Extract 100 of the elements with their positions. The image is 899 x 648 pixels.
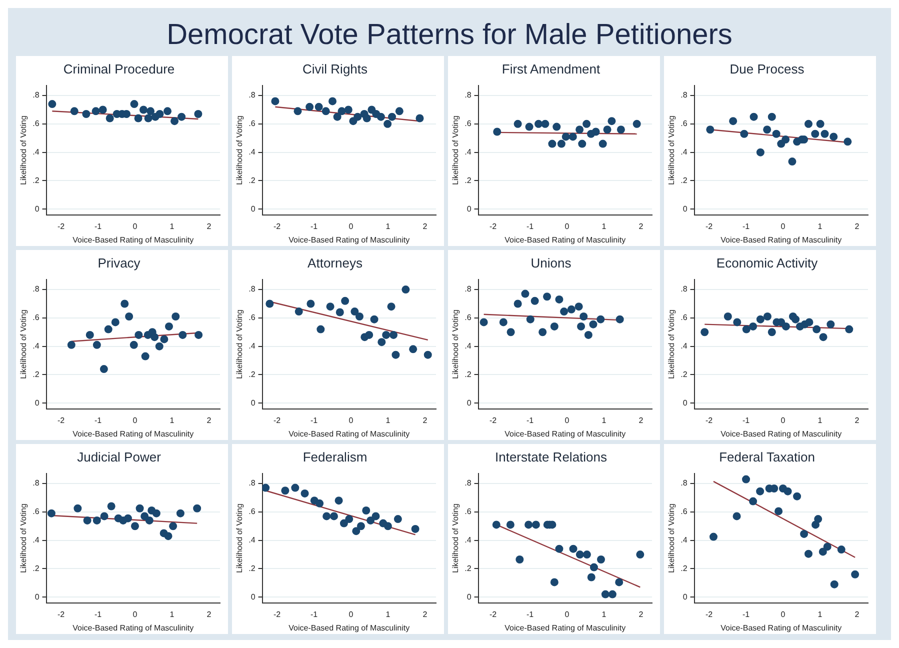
x-axis-title: Voice-Based Rating of Masculinity bbox=[288, 235, 410, 244]
y-tick-label: .6 bbox=[248, 313, 256, 322]
chart-subtitle: Federal Taxation bbox=[719, 449, 815, 464]
y-tick-label: .2 bbox=[32, 370, 40, 379]
x-tick-label: 0 bbox=[780, 416, 786, 425]
chart-subtitle: Criminal Procedure bbox=[63, 61, 175, 76]
y-axis-title: Likelihood of Voting bbox=[667, 504, 676, 573]
y-tick-label: .4 bbox=[464, 536, 472, 545]
x-tick-label: 1 bbox=[602, 222, 607, 231]
x-tick-label: -1 bbox=[94, 416, 102, 425]
y-tick-label: 0 bbox=[466, 398, 472, 408]
chart-subtitle: Civil Rights bbox=[302, 61, 368, 76]
y-tick-label: .6 bbox=[680, 119, 688, 128]
x-axis-title: Voice-Based Rating of Masculinity bbox=[504, 235, 626, 244]
x-tick-label: -2 bbox=[57, 416, 66, 425]
y-tick-label: 0 bbox=[682, 398, 688, 408]
x-tick-label: 2 bbox=[206, 610, 212, 619]
x-tick-label: 0 bbox=[564, 610, 570, 619]
y-tick-label: .2 bbox=[248, 564, 256, 573]
x-tick-label: -1 bbox=[742, 610, 750, 619]
x-axis-title: Voice-Based Rating of Masculinity bbox=[72, 235, 194, 244]
x-tick-label: 2 bbox=[422, 610, 428, 619]
x-tick-label: 0 bbox=[132, 610, 138, 619]
y-tick-label: .2 bbox=[464, 370, 472, 379]
y-axis-title: Likelihood of Voting bbox=[19, 116, 28, 185]
x-tick-label: 2 bbox=[206, 222, 212, 231]
x-tick-label: -2 bbox=[489, 222, 498, 231]
y-tick-label: .2 bbox=[248, 370, 256, 379]
y-tick-label: .4 bbox=[32, 148, 40, 157]
y-tick-label: .2 bbox=[248, 176, 256, 185]
y-tick-label: 0 bbox=[34, 204, 40, 214]
y-tick-label: .2 bbox=[32, 176, 40, 185]
x-axis-title: Voice-Based Rating of Masculinity bbox=[720, 235, 842, 244]
y-tick-label: 0 bbox=[466, 204, 472, 214]
y-axis-title: Likelihood of Voting bbox=[235, 116, 244, 185]
x-tick-label: 1 bbox=[602, 610, 607, 619]
y-tick-label: .8 bbox=[32, 284, 40, 294]
x-tick-label: 1 bbox=[818, 610, 823, 619]
y-tick-label: 0 bbox=[34, 592, 40, 602]
x-tick-label: 0 bbox=[132, 222, 138, 231]
chart-subtitle: Unions bbox=[530, 255, 572, 270]
y-axis-title: Likelihood of Voting bbox=[235, 310, 244, 379]
y-axis-title: Likelihood of Voting bbox=[451, 504, 460, 573]
y-tick-label: .4 bbox=[680, 342, 688, 351]
x-tick-label: 1 bbox=[818, 416, 823, 425]
x-tick-label: -2 bbox=[489, 610, 498, 619]
x-tick-label: 0 bbox=[348, 416, 354, 425]
x-tick-label: -1 bbox=[94, 610, 102, 619]
y-tick-label: 0 bbox=[682, 592, 688, 602]
x-axis-title: Voice-Based Rating of Masculinity bbox=[720, 623, 842, 632]
x-tick-label: 0 bbox=[564, 416, 570, 425]
y-tick-label: .6 bbox=[680, 313, 688, 322]
y-tick-label: .6 bbox=[464, 119, 472, 128]
x-tick-label: -2 bbox=[705, 416, 714, 425]
y-tick-label: .2 bbox=[464, 564, 472, 573]
x-tick-label: 2 bbox=[638, 610, 644, 619]
x-tick-label: 0 bbox=[780, 610, 786, 619]
x-tick-label: 0 bbox=[348, 610, 354, 619]
y-tick-label: .8 bbox=[464, 478, 472, 488]
y-axis-title: Likelihood of Voting bbox=[19, 504, 28, 573]
x-tick-label: 0 bbox=[564, 222, 570, 231]
y-tick-label: .6 bbox=[680, 507, 688, 516]
x-tick-label: 2 bbox=[854, 610, 860, 619]
x-tick-label: -1 bbox=[526, 416, 534, 425]
chart-subtitle: First Amendment bbox=[502, 61, 601, 76]
x-axis-title: Voice-Based Rating of Masculinity bbox=[72, 429, 194, 438]
x-tick-label: -1 bbox=[742, 222, 750, 231]
y-tick-label: .8 bbox=[464, 284, 472, 294]
y-tick-label: 0 bbox=[250, 204, 256, 214]
y-tick-label: .2 bbox=[32, 564, 40, 573]
y-tick-label: .2 bbox=[680, 370, 688, 379]
x-tick-label: -1 bbox=[526, 610, 534, 619]
y-tick-label: .8 bbox=[248, 284, 256, 294]
x-tick-label: -1 bbox=[310, 222, 318, 231]
chart-subtitle: Due Process bbox=[730, 61, 805, 76]
text: Democrat Vote Patterns for Male Petitioners bbox=[166, 18, 734, 53]
y-axis-title: Likelihood of Voting bbox=[235, 504, 244, 573]
x-tick-label: -1 bbox=[94, 222, 102, 231]
x-tick-label: 1 bbox=[818, 222, 823, 231]
y-tick-label: .6 bbox=[32, 119, 40, 128]
y-tick-label: 0 bbox=[466, 592, 472, 602]
x-tick-label: -1 bbox=[742, 416, 750, 425]
chart-subtitle: Federalism bbox=[302, 449, 368, 464]
y-tick-label: 0 bbox=[34, 398, 40, 408]
x-tick-label: 0 bbox=[132, 416, 138, 425]
x-tick-label: -1 bbox=[310, 610, 318, 619]
x-tick-label: 1 bbox=[386, 416, 391, 425]
y-tick-label: .6 bbox=[464, 507, 472, 516]
y-tick-label: .8 bbox=[248, 478, 256, 488]
x-axis-title: Voice-Based Rating of Masculinity bbox=[288, 623, 410, 632]
y-tick-label: .6 bbox=[464, 313, 472, 322]
y-axis-title: Likelihood of Voting bbox=[19, 310, 28, 379]
y-tick-label: .4 bbox=[680, 536, 688, 545]
x-tick-label: 1 bbox=[386, 222, 391, 231]
y-axis-title: Likelihood of Voting bbox=[667, 116, 676, 185]
x-tick-label: 1 bbox=[170, 416, 175, 425]
y-tick-label: .6 bbox=[248, 119, 256, 128]
y-tick-label: .2 bbox=[680, 176, 688, 185]
y-tick-label: .8 bbox=[464, 90, 472, 100]
x-tick-label: 2 bbox=[206, 416, 212, 425]
